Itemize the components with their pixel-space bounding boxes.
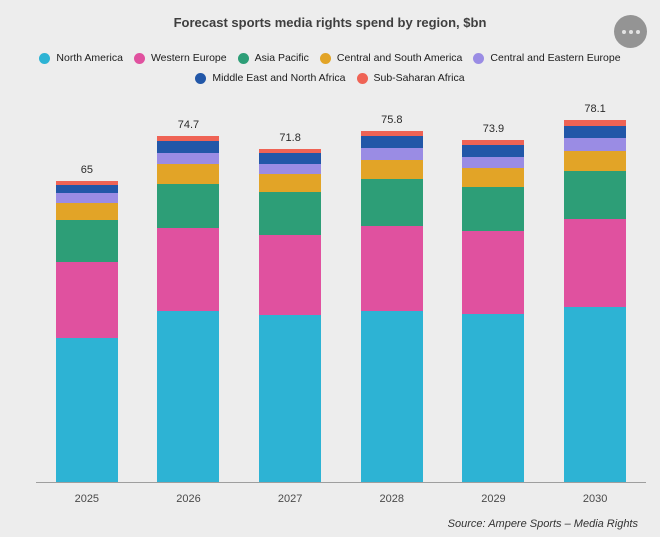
bar-segment-central-and-south-america <box>157 164 220 184</box>
bar-segment-central-and-eastern-europe <box>462 157 525 169</box>
bar-segment-sub-saharan-africa <box>55 180 118 185</box>
bar-stack <box>157 135 220 482</box>
legend-item-sub-saharan-africa[interactable]: Sub-Saharan Africa <box>356 72 465 84</box>
legend-label: North America <box>56 52 123 64</box>
bar-segment-sub-saharan-africa <box>462 139 525 145</box>
bar-segment-central-and-eastern-europe <box>564 138 627 151</box>
bar-segment-north-america <box>259 315 322 482</box>
bar-segment-north-america <box>55 338 118 482</box>
bar-segment-western-europe <box>157 228 220 312</box>
bar-segment-asia-pacific <box>360 179 423 226</box>
legend-color-dot <box>473 52 485 64</box>
bar-segment-asia-pacific <box>157 183 220 229</box>
bar-segment-sub-saharan-africa <box>157 135 220 141</box>
bar-total-label: 78.1 <box>584 103 606 116</box>
legend-label: Central and South America <box>336 52 463 64</box>
bar-segment-middle-east-and-north-africa <box>360 135 423 148</box>
bar-segment-sub-saharan-africa <box>360 130 423 136</box>
bar-segment-central-and-eastern-europe <box>55 192 118 203</box>
bar-total-label: 65 <box>80 163 93 176</box>
legend: North America Western Europe Asia Pacific C… <box>15 52 645 84</box>
bar-segment-asia-pacific <box>55 220 118 262</box>
legend-item-central-and-eastern-europe[interactable]: Central and Eastern Europe <box>473 52 621 64</box>
bar-stack <box>259 149 322 482</box>
bar-segment-western-europe <box>360 225 423 311</box>
legend-label: Central and Eastern Europe <box>490 52 621 64</box>
legend-color-dot <box>195 72 207 84</box>
legend-item-north-america[interactable]: North America <box>39 52 123 64</box>
x-axis-label: 2030 <box>582 493 608 505</box>
bar-segment-north-america <box>360 310 423 482</box>
legend-label: Sub-Saharan Africa <box>373 72 465 84</box>
legend-color-dot <box>356 72 368 84</box>
bar-stack <box>55 180 118 482</box>
bar-segment-asia-pacific <box>564 171 627 219</box>
x-axis-label: 2029 <box>481 493 506 505</box>
source-attribution: Source: Ampere Sports – Media Rights <box>447 518 638 530</box>
bar-2025: 65 <box>55 163 118 482</box>
bar-segment-central-and-eastern-europe <box>259 164 322 175</box>
bar-segment-central-and-eastern-europe <box>157 152 220 165</box>
bar-stack <box>360 130 423 482</box>
bar-2027: 71.8 <box>259 132 322 482</box>
menu-button[interactable] <box>614 15 647 48</box>
bar-segment-sub-saharan-africa <box>259 149 322 153</box>
x-axis-label: 2025 <box>74 493 100 505</box>
legend-label: Middle East and North Africa <box>212 72 346 84</box>
legend-label: Asia Pacific <box>254 52 309 64</box>
bar-segment-middle-east-and-north-africa <box>157 140 220 153</box>
bar-segment-central-and-south-america <box>259 174 322 193</box>
bar-segment-central-and-eastern-europe <box>360 147 423 160</box>
legend-item-asia-pacific[interactable]: Asia Pacific <box>237 52 309 64</box>
bar-segment-central-and-south-america <box>360 159 423 180</box>
bar-2030: 78.1 <box>564 103 627 482</box>
bar-segment-asia-pacific <box>462 186 525 232</box>
bar-2029: 73.9 <box>462 122 525 482</box>
bar-segment-western-europe <box>55 261 118 339</box>
bar-segment-central-and-south-america <box>55 202 118 221</box>
legend-color-dot <box>319 52 331 64</box>
x-axis-label: 2026 <box>176 493 201 505</box>
bar-segment-north-america <box>157 311 220 482</box>
bar-stack <box>564 120 627 482</box>
bar-total-label: 75.8 <box>381 113 403 126</box>
bar-segment-middle-east-and-north-africa <box>462 144 525 158</box>
chart-title: Forecast sports media rights spend by re… <box>173 15 487 30</box>
bars: 65 74.7 71.8 75.8 73.9 78.1 <box>36 98 646 483</box>
bar-total-label: 71.8 <box>279 132 301 145</box>
legend-color-dot <box>39 52 51 64</box>
bar-segment-central-and-south-america <box>564 150 627 172</box>
plot-area: 65 74.7 71.8 75.8 73.9 78.1 <box>36 98 646 483</box>
bar-segment-middle-east-and-north-africa <box>55 184 118 193</box>
x-axis-label: 2027 <box>277 493 303 505</box>
legend-item-central-and-south-america[interactable]: Central and South America <box>319 52 463 64</box>
bar-2028: 75.8 <box>360 113 423 482</box>
x-axis-labels: 2025 2026 2027 2028 2029 2030 <box>36 493 646 505</box>
bar-segment-western-europe <box>259 234 322 316</box>
bar-segment-asia-pacific <box>259 192 322 235</box>
legend-color-dot <box>237 52 249 64</box>
legend-item-western-europe[interactable]: Western Europe <box>133 52 227 64</box>
bar-stack <box>462 139 525 482</box>
bar-segment-central-and-south-america <box>462 168 525 187</box>
legend-item-middle-east-and-north-africa[interactable]: Middle East and North Africa <box>195 72 346 84</box>
legend-color-dot <box>133 52 145 64</box>
bar-segment-western-europe <box>564 218 627 307</box>
bar-segment-north-america <box>564 306 627 482</box>
bar-2026: 74.7 <box>157 118 220 482</box>
bar-segment-sub-saharan-africa <box>564 120 627 126</box>
bar-segment-middle-east-and-north-africa <box>564 125 627 139</box>
x-axis-label: 2028 <box>379 493 405 505</box>
ellipsis-icon <box>621 29 626 34</box>
legend-label: Western Europe <box>150 52 227 64</box>
bar-total-label: 74.7 <box>177 118 200 131</box>
bar-segment-western-europe <box>462 231 525 314</box>
bar-total-label: 73.9 <box>482 122 505 135</box>
bar-segment-north-america <box>462 313 525 482</box>
bar-segment-middle-east-and-north-africa <box>259 152 322 165</box>
